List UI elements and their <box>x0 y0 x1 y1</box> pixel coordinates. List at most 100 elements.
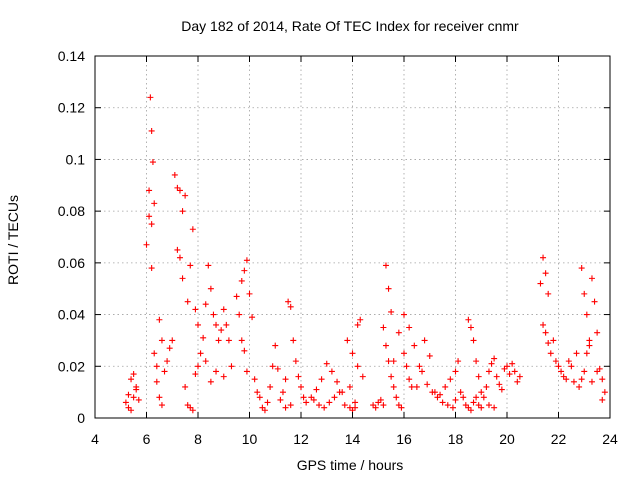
data-point <box>148 221 155 228</box>
data-point <box>218 327 225 334</box>
data-point <box>236 311 243 318</box>
data-point <box>233 293 240 300</box>
data-point <box>352 404 359 411</box>
x-tick-label: 14 <box>345 431 361 447</box>
data-point <box>496 381 503 388</box>
data-point <box>437 391 444 398</box>
data-point <box>128 376 135 383</box>
data-point <box>545 290 552 297</box>
x-axis-label: GPS time / hours <box>297 457 404 473</box>
data-point <box>176 187 183 194</box>
data-point <box>298 383 304 390</box>
data-point <box>478 389 485 396</box>
data-point <box>174 184 181 191</box>
data-point <box>581 290 588 297</box>
data-point <box>560 373 567 380</box>
data-point <box>408 383 415 390</box>
data-point <box>424 381 431 388</box>
data-point <box>447 376 454 383</box>
data-point <box>385 358 392 365</box>
data-point <box>277 396 284 403</box>
data-point <box>184 402 191 409</box>
data-point <box>158 337 165 344</box>
data-point <box>372 404 379 411</box>
data-point <box>225 337 232 344</box>
data-point <box>341 402 348 409</box>
data-point <box>156 394 163 401</box>
data-point <box>455 358 462 365</box>
data-point <box>251 376 258 383</box>
y-tick-label: 0.14 <box>58 48 85 64</box>
x-tick-label: 8 <box>194 431 202 447</box>
data-point <box>470 337 477 344</box>
data-point <box>176 254 183 261</box>
data-point <box>452 368 459 375</box>
data-point <box>189 407 196 414</box>
data-point <box>547 350 554 357</box>
data-point <box>401 311 407 318</box>
data-point <box>197 350 204 357</box>
y-tick-label: 0.04 <box>58 307 85 323</box>
data-point <box>147 94 154 101</box>
data-point <box>156 316 163 323</box>
data-point <box>462 402 469 409</box>
data-point <box>310 396 317 403</box>
data-point <box>223 321 230 328</box>
data-point <box>465 404 472 411</box>
data-point <box>357 316 364 323</box>
data-point <box>511 368 518 375</box>
data-point <box>326 399 333 406</box>
x-tick-label: 10 <box>242 431 258 447</box>
chart-title: Day 182 of 2014, Rate Of TEC Index for r… <box>181 18 519 34</box>
data-point <box>287 303 294 310</box>
data-point <box>220 373 227 380</box>
data-point <box>475 402 482 409</box>
data-point <box>210 311 217 318</box>
data-point <box>202 358 209 365</box>
data-point <box>213 321 220 328</box>
data-point <box>588 275 595 282</box>
data-point <box>125 404 132 411</box>
data-point <box>419 368 426 375</box>
data-point <box>514 378 521 385</box>
data-point <box>148 127 155 134</box>
data-point <box>382 342 389 349</box>
data-point <box>334 378 341 385</box>
data-point <box>241 347 248 354</box>
data-point <box>182 383 189 390</box>
data-point <box>429 389 436 396</box>
data-point <box>192 371 199 378</box>
x-tick-label: 24 <box>602 431 618 447</box>
data-point <box>390 358 397 365</box>
data-point <box>133 383 140 390</box>
data-point <box>269 363 276 370</box>
data-point <box>473 394 480 401</box>
data-point <box>591 298 598 305</box>
data-point <box>467 407 474 414</box>
data-point <box>460 394 467 401</box>
data-point <box>200 334 207 341</box>
data-point <box>195 321 201 328</box>
x-tick-label: 18 <box>448 431 464 447</box>
data-point <box>187 262 194 269</box>
data-point <box>359 373 366 380</box>
data-point <box>375 399 382 406</box>
data-point <box>187 404 194 411</box>
data-point <box>164 358 171 365</box>
data-point <box>184 298 191 305</box>
data-point <box>290 337 297 344</box>
data-point <box>596 365 603 372</box>
data-point <box>506 371 513 378</box>
data-point <box>570 378 577 385</box>
data-point <box>143 241 150 248</box>
y-tick-label: 0.1 <box>66 151 86 167</box>
data-point <box>478 404 485 411</box>
data-point <box>295 373 302 380</box>
data-point <box>403 363 410 370</box>
data-point <box>390 383 397 390</box>
data-point <box>413 383 420 390</box>
data-point <box>599 396 606 403</box>
data-point <box>491 355 498 362</box>
data-point <box>128 407 135 414</box>
data-point <box>125 391 132 398</box>
